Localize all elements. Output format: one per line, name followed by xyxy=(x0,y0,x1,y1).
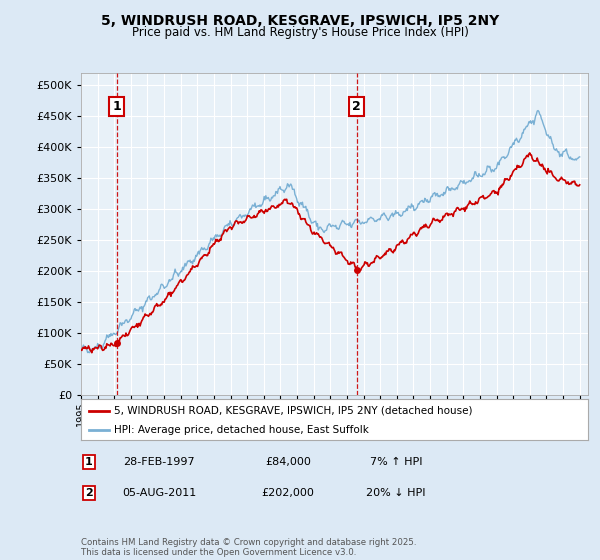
Text: 2: 2 xyxy=(352,100,361,113)
Text: 5, WINDRUSH ROAD, KESGRAVE, IPSWICH, IP5 2NY: 5, WINDRUSH ROAD, KESGRAVE, IPSWICH, IP5… xyxy=(101,14,499,28)
Text: 7% ↑ HPI: 7% ↑ HPI xyxy=(370,457,422,467)
Text: 5, WINDRUSH ROAD, KESGRAVE, IPSWICH, IP5 2NY (detached house): 5, WINDRUSH ROAD, KESGRAVE, IPSWICH, IP5… xyxy=(114,405,472,416)
Text: 1: 1 xyxy=(85,457,92,467)
Text: 20% ↓ HPI: 20% ↓ HPI xyxy=(366,488,426,498)
Text: HPI: Average price, detached house, East Suffolk: HPI: Average price, detached house, East… xyxy=(114,424,369,435)
Text: Contains HM Land Registry data © Crown copyright and database right 2025.
This d: Contains HM Land Registry data © Crown c… xyxy=(81,538,416,557)
Text: 28-FEB-1997: 28-FEB-1997 xyxy=(123,457,195,467)
Text: 2: 2 xyxy=(85,488,92,498)
Text: £84,000: £84,000 xyxy=(265,457,311,467)
Text: 1: 1 xyxy=(112,100,121,113)
Text: Price paid vs. HM Land Registry's House Price Index (HPI): Price paid vs. HM Land Registry's House … xyxy=(131,26,469,39)
Text: £202,000: £202,000 xyxy=(262,488,314,498)
Text: 05-AUG-2011: 05-AUG-2011 xyxy=(122,488,196,498)
